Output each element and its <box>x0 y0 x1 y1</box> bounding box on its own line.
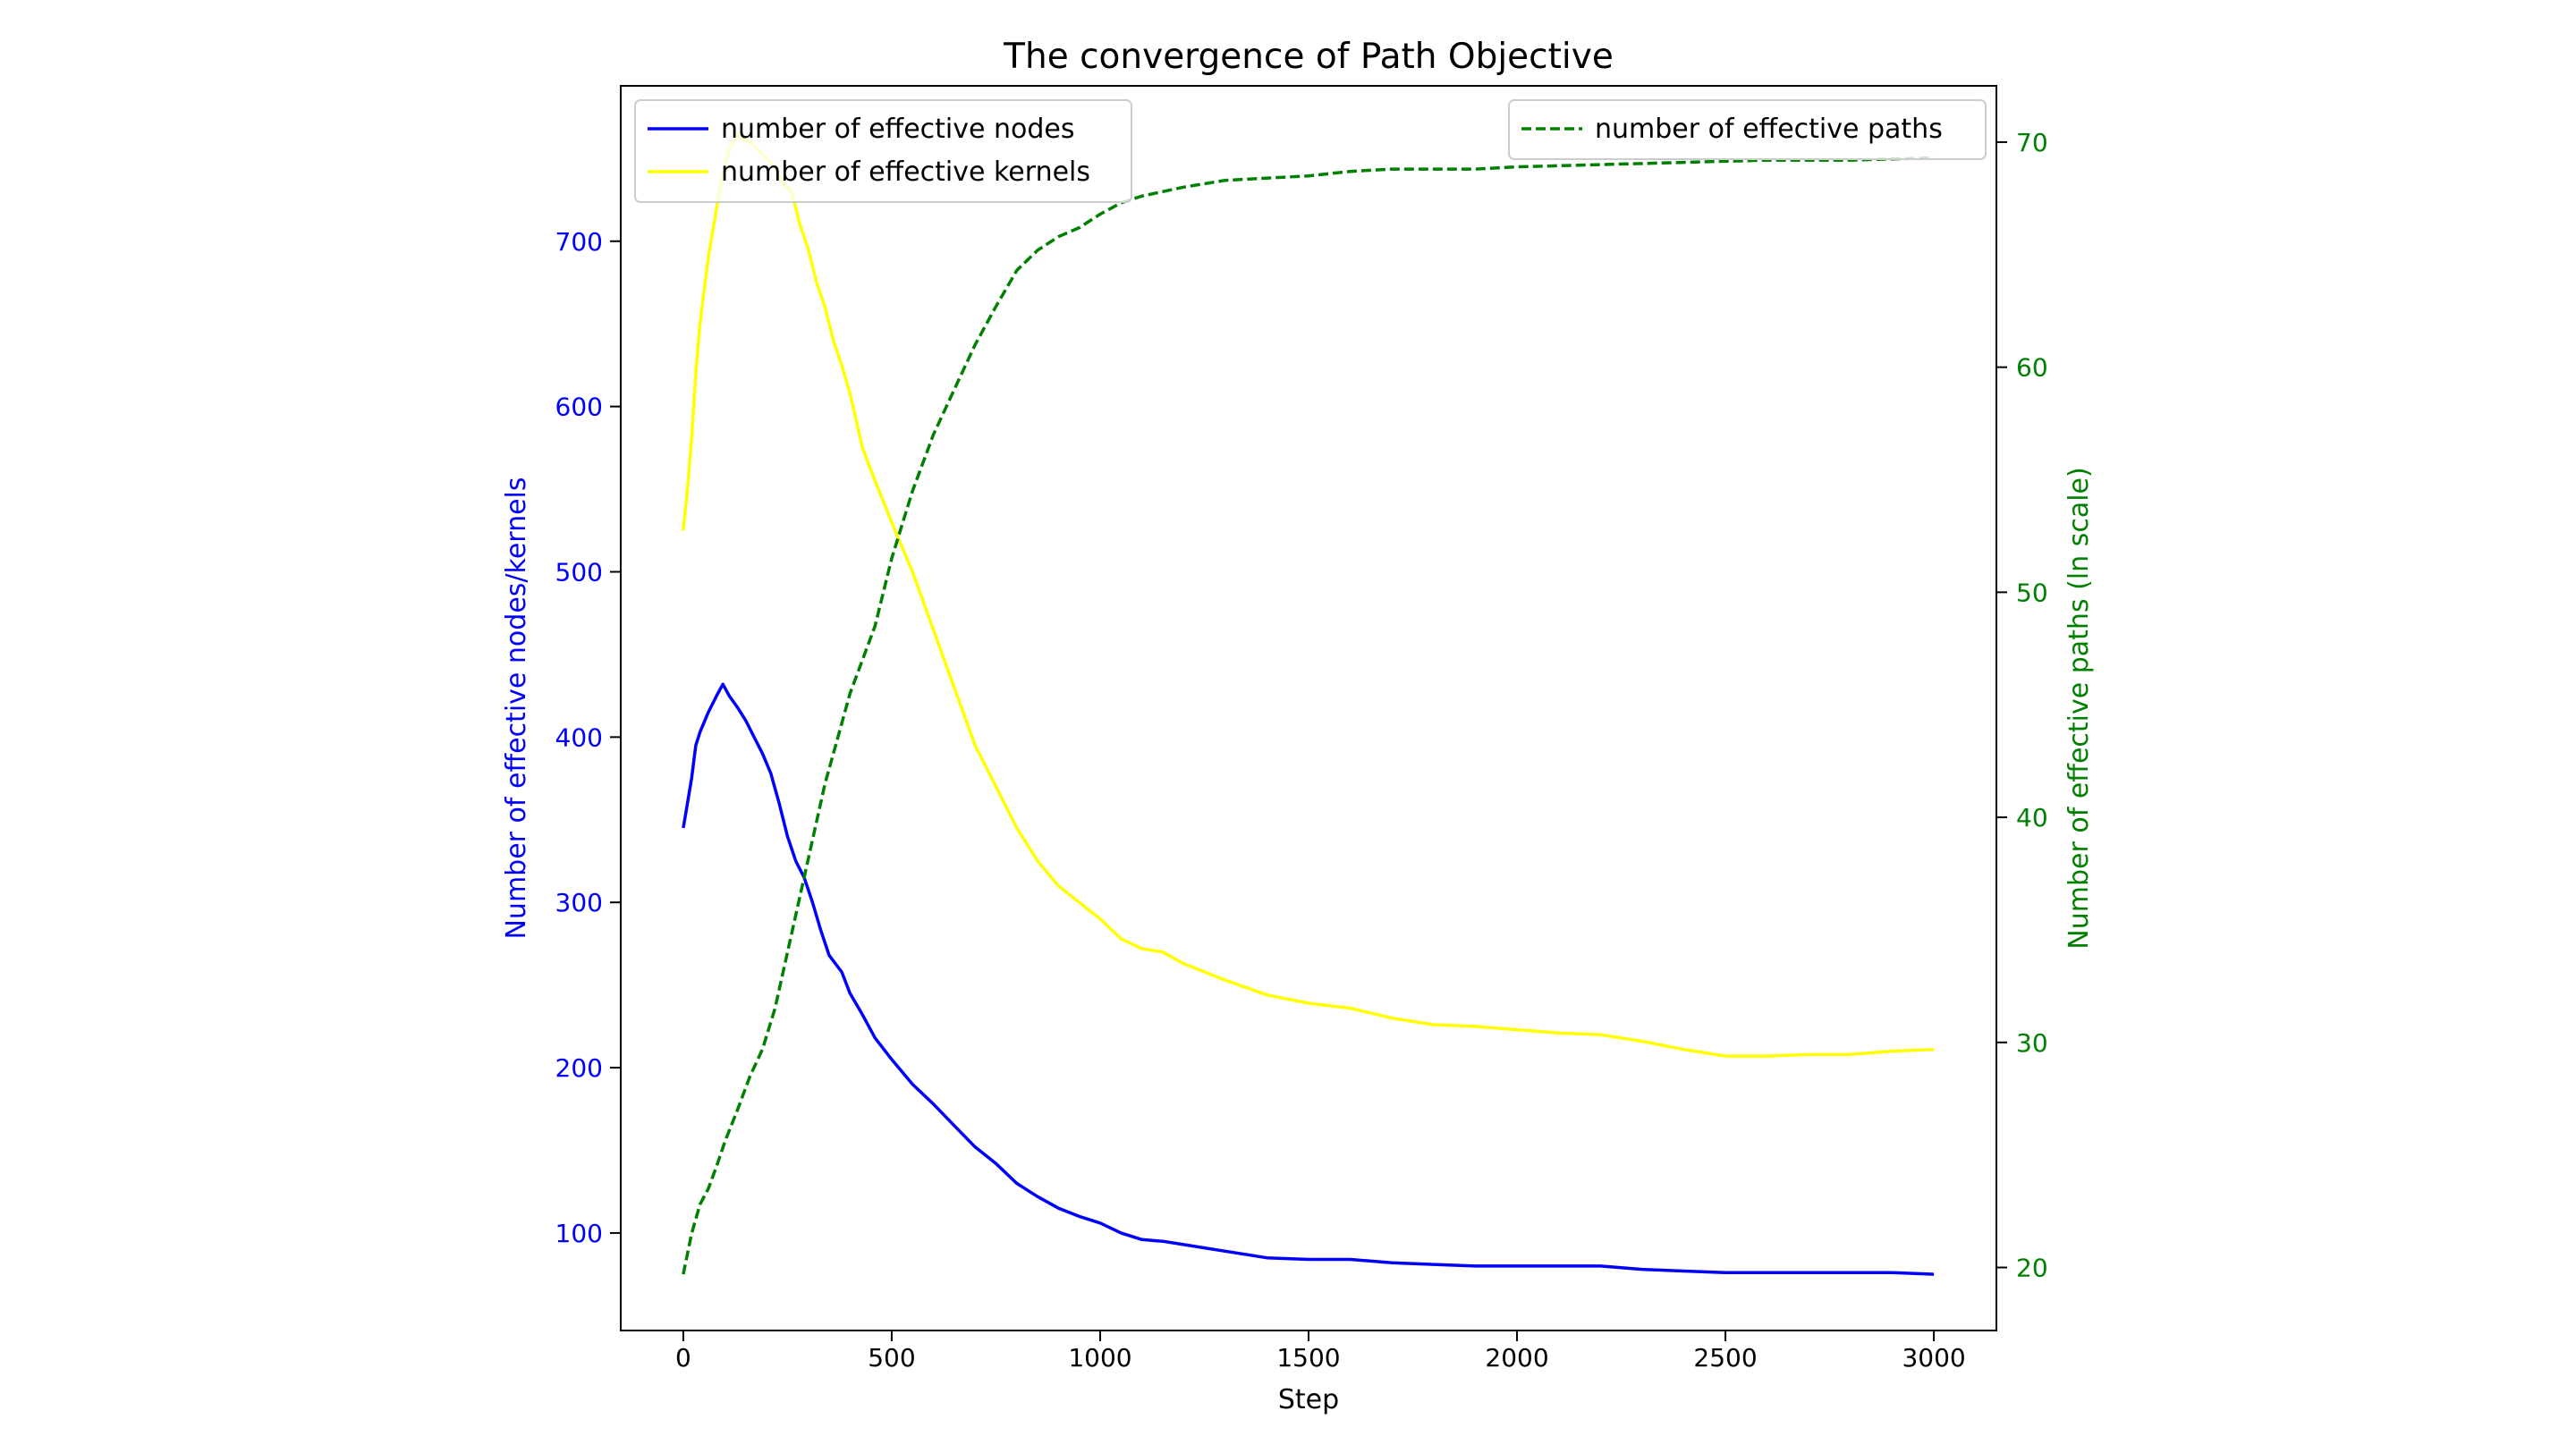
x-tick-label: 1000 <box>1068 1343 1131 1373</box>
y-left-tick-label: 400 <box>555 722 603 752</box>
y-right-tick-label: 60 <box>2016 353 2048 383</box>
y-left-tick-label: 200 <box>555 1053 603 1083</box>
y-right-tick-label: 20 <box>2016 1254 2048 1283</box>
legend-right: number of effective paths <box>1508 99 1987 160</box>
y-right-tick-label: 40 <box>2016 803 2048 832</box>
x-tick-label: 3000 <box>1902 1343 1965 1373</box>
y-axis-right-label: Number of effective paths (ln scale) <box>2063 467 2095 949</box>
legend-label: number of effective paths <box>1595 114 1943 145</box>
y-left-tick-label: 100 <box>555 1219 603 1248</box>
y-right-tick-label: 70 <box>2016 128 2048 157</box>
x-tick-label: 0 <box>675 1343 691 1373</box>
x-tick-label: 2000 <box>1485 1343 1548 1373</box>
series-line-nodes <box>682 682 1935 1276</box>
legend-label: number of effective kernels <box>721 156 1090 188</box>
y-left-tick-label: 500 <box>555 557 603 587</box>
x-tick-label: 500 <box>868 1343 915 1373</box>
y-left-tick-label: 600 <box>555 393 603 422</box>
y-left-tick-label: 700 <box>555 227 603 257</box>
legend-frame <box>634 99 1132 203</box>
x-tick-label: 1500 <box>1276 1343 1340 1373</box>
legend-label: number of effective nodes <box>721 114 1075 145</box>
chart-title: The convergence of Path Objective <box>1003 37 1614 77</box>
x-tick-label: 2500 <box>1693 1343 1757 1373</box>
plot-lines <box>682 131 1935 1276</box>
axes: 0 500 1000 1500 2000 2500 3000 100 200 300 400 500 6… <box>555 128 2048 1373</box>
legend-left: number of effective nodes number of effec… <box>634 99 1132 203</box>
plot-frame <box>620 85 1997 1331</box>
y-left-tick-label: 300 <box>555 888 603 917</box>
y-axis-left-label: Number of effective nodes/kernels <box>501 477 532 939</box>
series-line-paths <box>682 156 1935 1275</box>
legend-frame <box>1508 99 1987 160</box>
series-line-kernels <box>682 131 1935 1058</box>
y-right-tick-label: 50 <box>2016 578 2048 607</box>
y-right-tick-label: 30 <box>2016 1028 2048 1058</box>
x-axis-label: Step <box>1278 1384 1339 1415</box>
